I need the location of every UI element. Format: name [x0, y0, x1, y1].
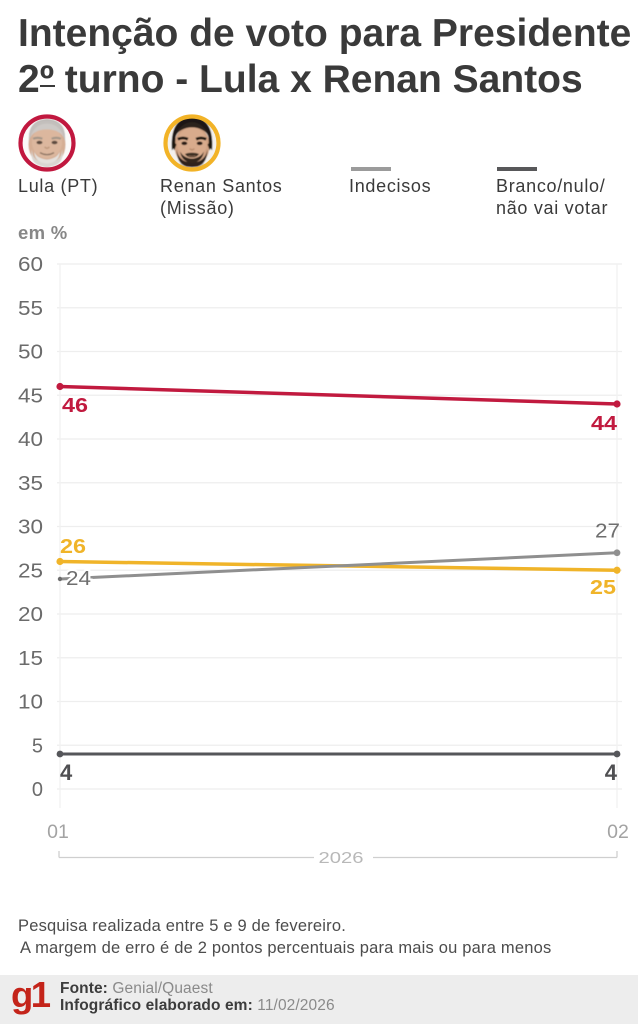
svg-text:30: 30 — [18, 517, 43, 539]
svg-text:40: 40 — [18, 429, 43, 451]
svg-text:5: 5 — [32, 735, 43, 757]
svg-text:15: 15 — [18, 648, 43, 670]
svg-text:50: 50 — [18, 342, 43, 364]
svg-text:55: 55 — [18, 298, 43, 320]
svg-text:25: 25 — [18, 560, 43, 582]
svg-text:20: 20 — [18, 604, 43, 626]
svg-text:4: 4 — [60, 760, 73, 785]
svg-text:24: 24 — [66, 568, 91, 590]
svg-text:45: 45 — [18, 385, 43, 407]
svg-text:01: 01 — [47, 821, 69, 843]
svg-text:25: 25 — [590, 577, 616, 599]
svg-text:10: 10 — [18, 692, 43, 714]
svg-text:2026: 2026 — [319, 850, 364, 867]
svg-text:02: 02 — [607, 821, 629, 843]
svg-text:35: 35 — [18, 473, 43, 495]
svg-text:44: 44 — [591, 413, 618, 435]
svg-text:27: 27 — [595, 521, 620, 543]
svg-text:0: 0 — [32, 779, 43, 801]
svg-text:46: 46 — [62, 395, 88, 417]
svg-text:60: 60 — [18, 254, 43, 276]
svg-text:26: 26 — [60, 536, 86, 558]
svg-text:4: 4 — [605, 760, 618, 785]
